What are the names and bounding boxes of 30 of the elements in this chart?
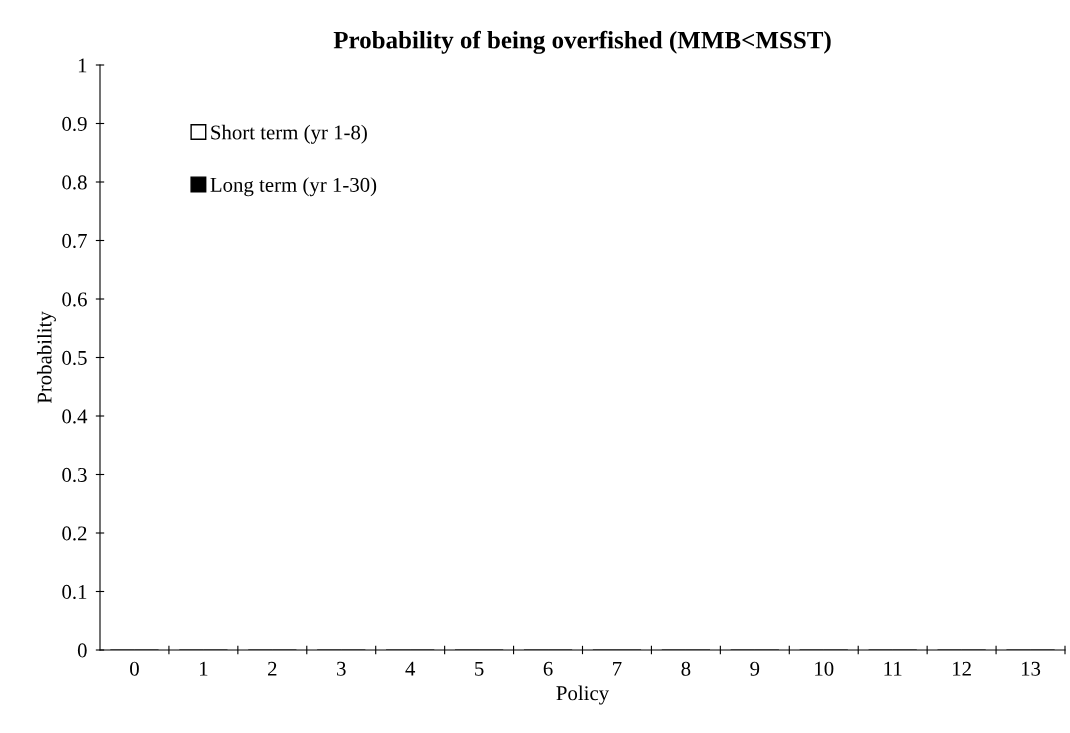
legend-label: Long term (yr 1-30) [210,177,377,197]
y-tick-label: 0.1 [62,584,87,600]
x-tick-label: 2 [268,661,277,676]
y-tick-label: 0.5 [62,350,87,366]
x-tick-label: 7 [613,661,622,676]
chart-title: Probability of being overfished (MMB<MSST) [333,30,831,54]
x-tick-label: 6 [543,661,553,676]
x-tick-label: 8 [681,661,691,676]
y-tick-label: 0.2 [62,526,87,541]
y-tick-label: 0.6 [62,292,87,307]
x-tick-label: 11 [884,661,902,676]
y-tick-label: 1 [78,58,87,73]
y-tick-label: 0.9 [62,116,87,132]
x-tick-label: 10 [815,661,834,676]
x-tick-label: 3 [337,661,346,676]
x-axis-title: Policy [556,685,610,705]
y-tick-label: 0.8 [62,175,87,190]
x-tick-label: 12 [953,661,971,676]
x-tick-label: 9 [750,661,760,676]
x-tick-label: 1 [200,661,208,676]
x-tick-label: 4 [405,661,416,676]
legend-label: Short term (yr 1-8) [211,124,367,144]
y-tick-label: 0.7 [62,233,87,249]
x-tick-label: 0 [130,661,139,676]
y-tick-label: 0.4 [62,409,88,424]
y-tick-label: 0 [77,643,87,658]
y-tick-label: 0.3 [62,467,87,483]
y-axis-title: Probability [36,311,56,404]
x-tick-label: 5 [475,661,484,676]
x-tick-label: 13 [1021,661,1041,676]
